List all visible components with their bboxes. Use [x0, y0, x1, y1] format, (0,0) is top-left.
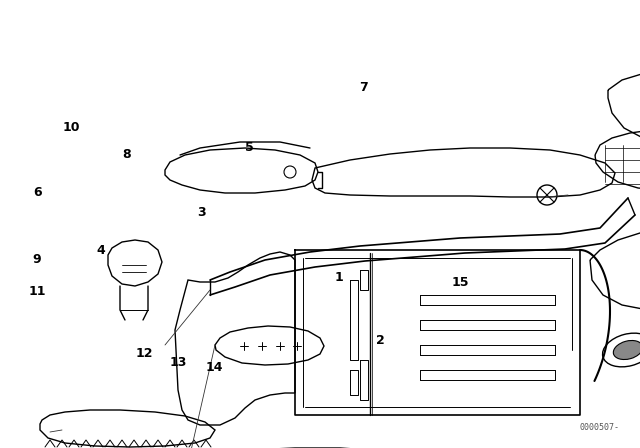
- Text: 1: 1: [335, 271, 344, 284]
- Text: 7: 7: [359, 81, 368, 94]
- Text: 6: 6: [33, 186, 42, 199]
- Text: 3: 3: [197, 206, 206, 220]
- Text: 2: 2: [376, 334, 385, 347]
- Text: 13: 13: [169, 356, 187, 370]
- Text: 5: 5: [245, 141, 254, 155]
- Text: 9: 9: [33, 253, 42, 267]
- Text: 8: 8: [122, 148, 131, 161]
- Text: 11: 11: [28, 284, 46, 298]
- Text: 15: 15: [452, 276, 470, 289]
- Text: 4: 4: [97, 244, 106, 258]
- Text: 12: 12: [135, 347, 153, 361]
- Ellipse shape: [613, 340, 640, 360]
- Text: 10: 10: [63, 121, 81, 134]
- Text: 0000507-: 0000507-: [580, 423, 620, 432]
- Text: 14: 14: [205, 361, 223, 374]
